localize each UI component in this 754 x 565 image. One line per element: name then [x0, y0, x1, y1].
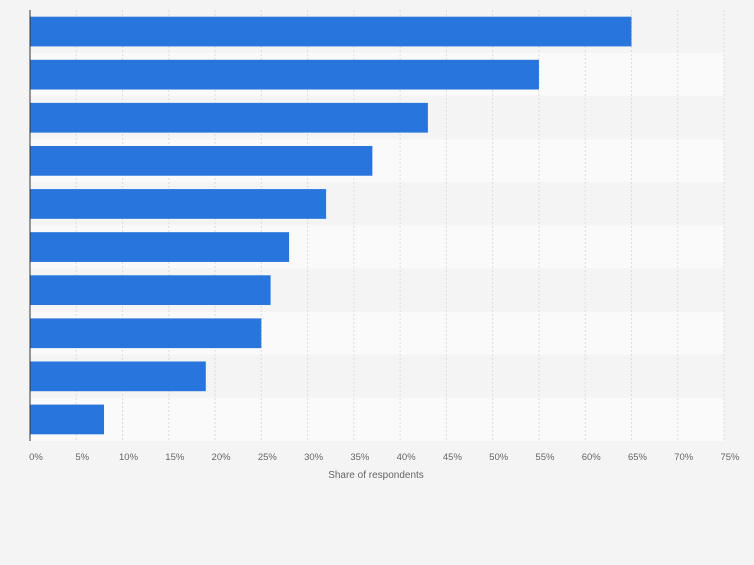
x-tick-label: 35% — [350, 452, 370, 463]
x-tick-label: 30% — [304, 452, 324, 463]
bar — [30, 404, 105, 435]
bars — [30, 16, 632, 435]
x-axis-ticks: 0% 5% 10% 15% 20% 25% 30% 35% 40% 45% 50% 55% 60% 65%… — [29, 452, 740, 463]
x-axis-label: Share of respondents — [328, 470, 424, 481]
x-tick-label: 25% — [258, 452, 278, 463]
x-tick-label: 70% — [674, 452, 694, 463]
bar — [30, 361, 206, 392]
bar — [30, 318, 262, 349]
bar — [30, 275, 271, 306]
row-band — [30, 397, 724, 441]
bar — [30, 16, 632, 47]
x-tick-label: 55% — [535, 452, 555, 463]
x-tick-label: 60% — [582, 452, 602, 463]
x-tick-label: 50% — [489, 452, 509, 463]
x-tick-label: 20% — [212, 452, 232, 463]
x-tick-label: 75% — [720, 452, 740, 463]
x-tick-label: 15% — [165, 452, 185, 463]
x-tick-label: 40% — [397, 452, 417, 463]
bar — [30, 145, 373, 176]
bar — [30, 189, 327, 219]
x-tick-label: 5% — [75, 452, 89, 463]
bar — [30, 59, 539, 90]
x-tick-label: 65% — [628, 452, 648, 463]
x-tick-label: 45% — [443, 452, 463, 463]
x-tick-label: 10% — [119, 452, 139, 463]
bar — [30, 232, 290, 262]
x-tick-label: 0% — [29, 452, 43, 463]
bar — [30, 102, 428, 133]
